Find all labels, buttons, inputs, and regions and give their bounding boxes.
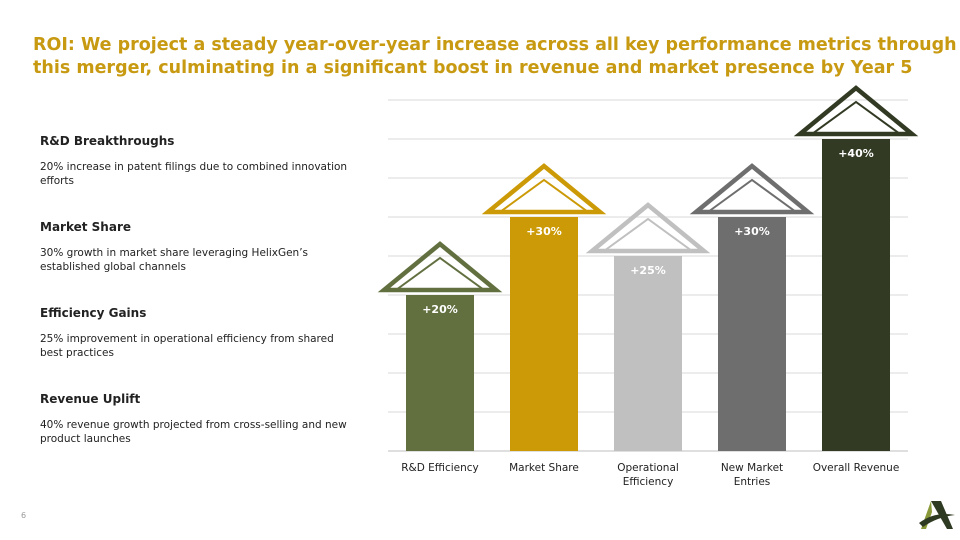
category-label: Operational Efficiency xyxy=(617,462,679,488)
title-line-1: ROI: We project a steady year-over-year … xyxy=(33,35,957,55)
data-label: +30% xyxy=(526,225,562,238)
arrow-chevron xyxy=(689,163,815,215)
category-label-line: New Market xyxy=(721,462,783,474)
arrow-chevron-inner xyxy=(704,178,800,213)
data-label: +30% xyxy=(734,225,770,238)
data-label: +40% xyxy=(838,147,874,160)
metric-revenue-uplift: Revenue Uplift 40% revenue growth projec… xyxy=(40,392,360,446)
data-label: +20% xyxy=(422,303,458,316)
metric-efficiency-gains: Efficiency Gains 25% improvement in oper… xyxy=(40,306,360,360)
page-title: ROI: We project a steady year-over-year … xyxy=(33,34,957,80)
category-label-line: Overall Revenue xyxy=(813,462,900,474)
metric-description: 25% improvement in operational efficienc… xyxy=(40,333,334,359)
category-label-line: R&D Efficiency xyxy=(401,462,478,474)
category-label-line: Operational xyxy=(617,462,679,474)
metric-heading: Revenue Uplift xyxy=(40,392,141,406)
metric-description: 40% revenue growth projected from cross-… xyxy=(40,419,347,445)
triangle-swoosh-logo-icon xyxy=(919,501,955,529)
metric-rd-breakthroughs: R&D Breakthroughs 20% increase in patent… xyxy=(40,134,360,188)
page-number: 6 xyxy=(21,511,27,520)
metric-description: 30% growth in market share leveraging He… xyxy=(40,247,309,273)
metric-heading: Efficiency Gains xyxy=(40,306,147,320)
category-label-line: Efficiency xyxy=(623,476,674,488)
arrow-chevron xyxy=(377,241,503,293)
metric-market-share: Market Share 30% growth in market share … xyxy=(40,220,360,274)
metric-heading: R&D Breakthroughs xyxy=(40,134,175,148)
metric-heading: Market Share xyxy=(40,220,132,234)
arrow-chevron-inner xyxy=(392,256,488,291)
bar xyxy=(718,217,786,451)
title-line-2: this merger, culminating in a significan… xyxy=(33,58,913,78)
arrow-chevron xyxy=(585,202,711,254)
category-label: New Market Entries xyxy=(721,462,783,488)
arrow-chevron-inner xyxy=(808,100,904,135)
category-label-line: Market Share xyxy=(509,462,579,474)
category-label-line: Entries xyxy=(734,476,771,488)
category-label: Overall Revenue xyxy=(813,462,900,474)
bar xyxy=(510,217,578,451)
metric-description: 20% increase in patent filings due to co… xyxy=(40,161,348,187)
category-label: R&D Efficiency xyxy=(401,462,478,474)
bar xyxy=(406,295,474,451)
logo-swoosh xyxy=(919,514,955,527)
data-label: +25% xyxy=(630,264,666,277)
category-label: Market Share xyxy=(509,462,579,474)
bar xyxy=(614,256,682,451)
arrow-chevron xyxy=(481,163,607,215)
arrow-chevron-inner xyxy=(600,217,696,252)
arrow-chevron xyxy=(793,85,919,137)
arrow-chevron-inner xyxy=(496,178,592,213)
bar xyxy=(822,139,890,451)
